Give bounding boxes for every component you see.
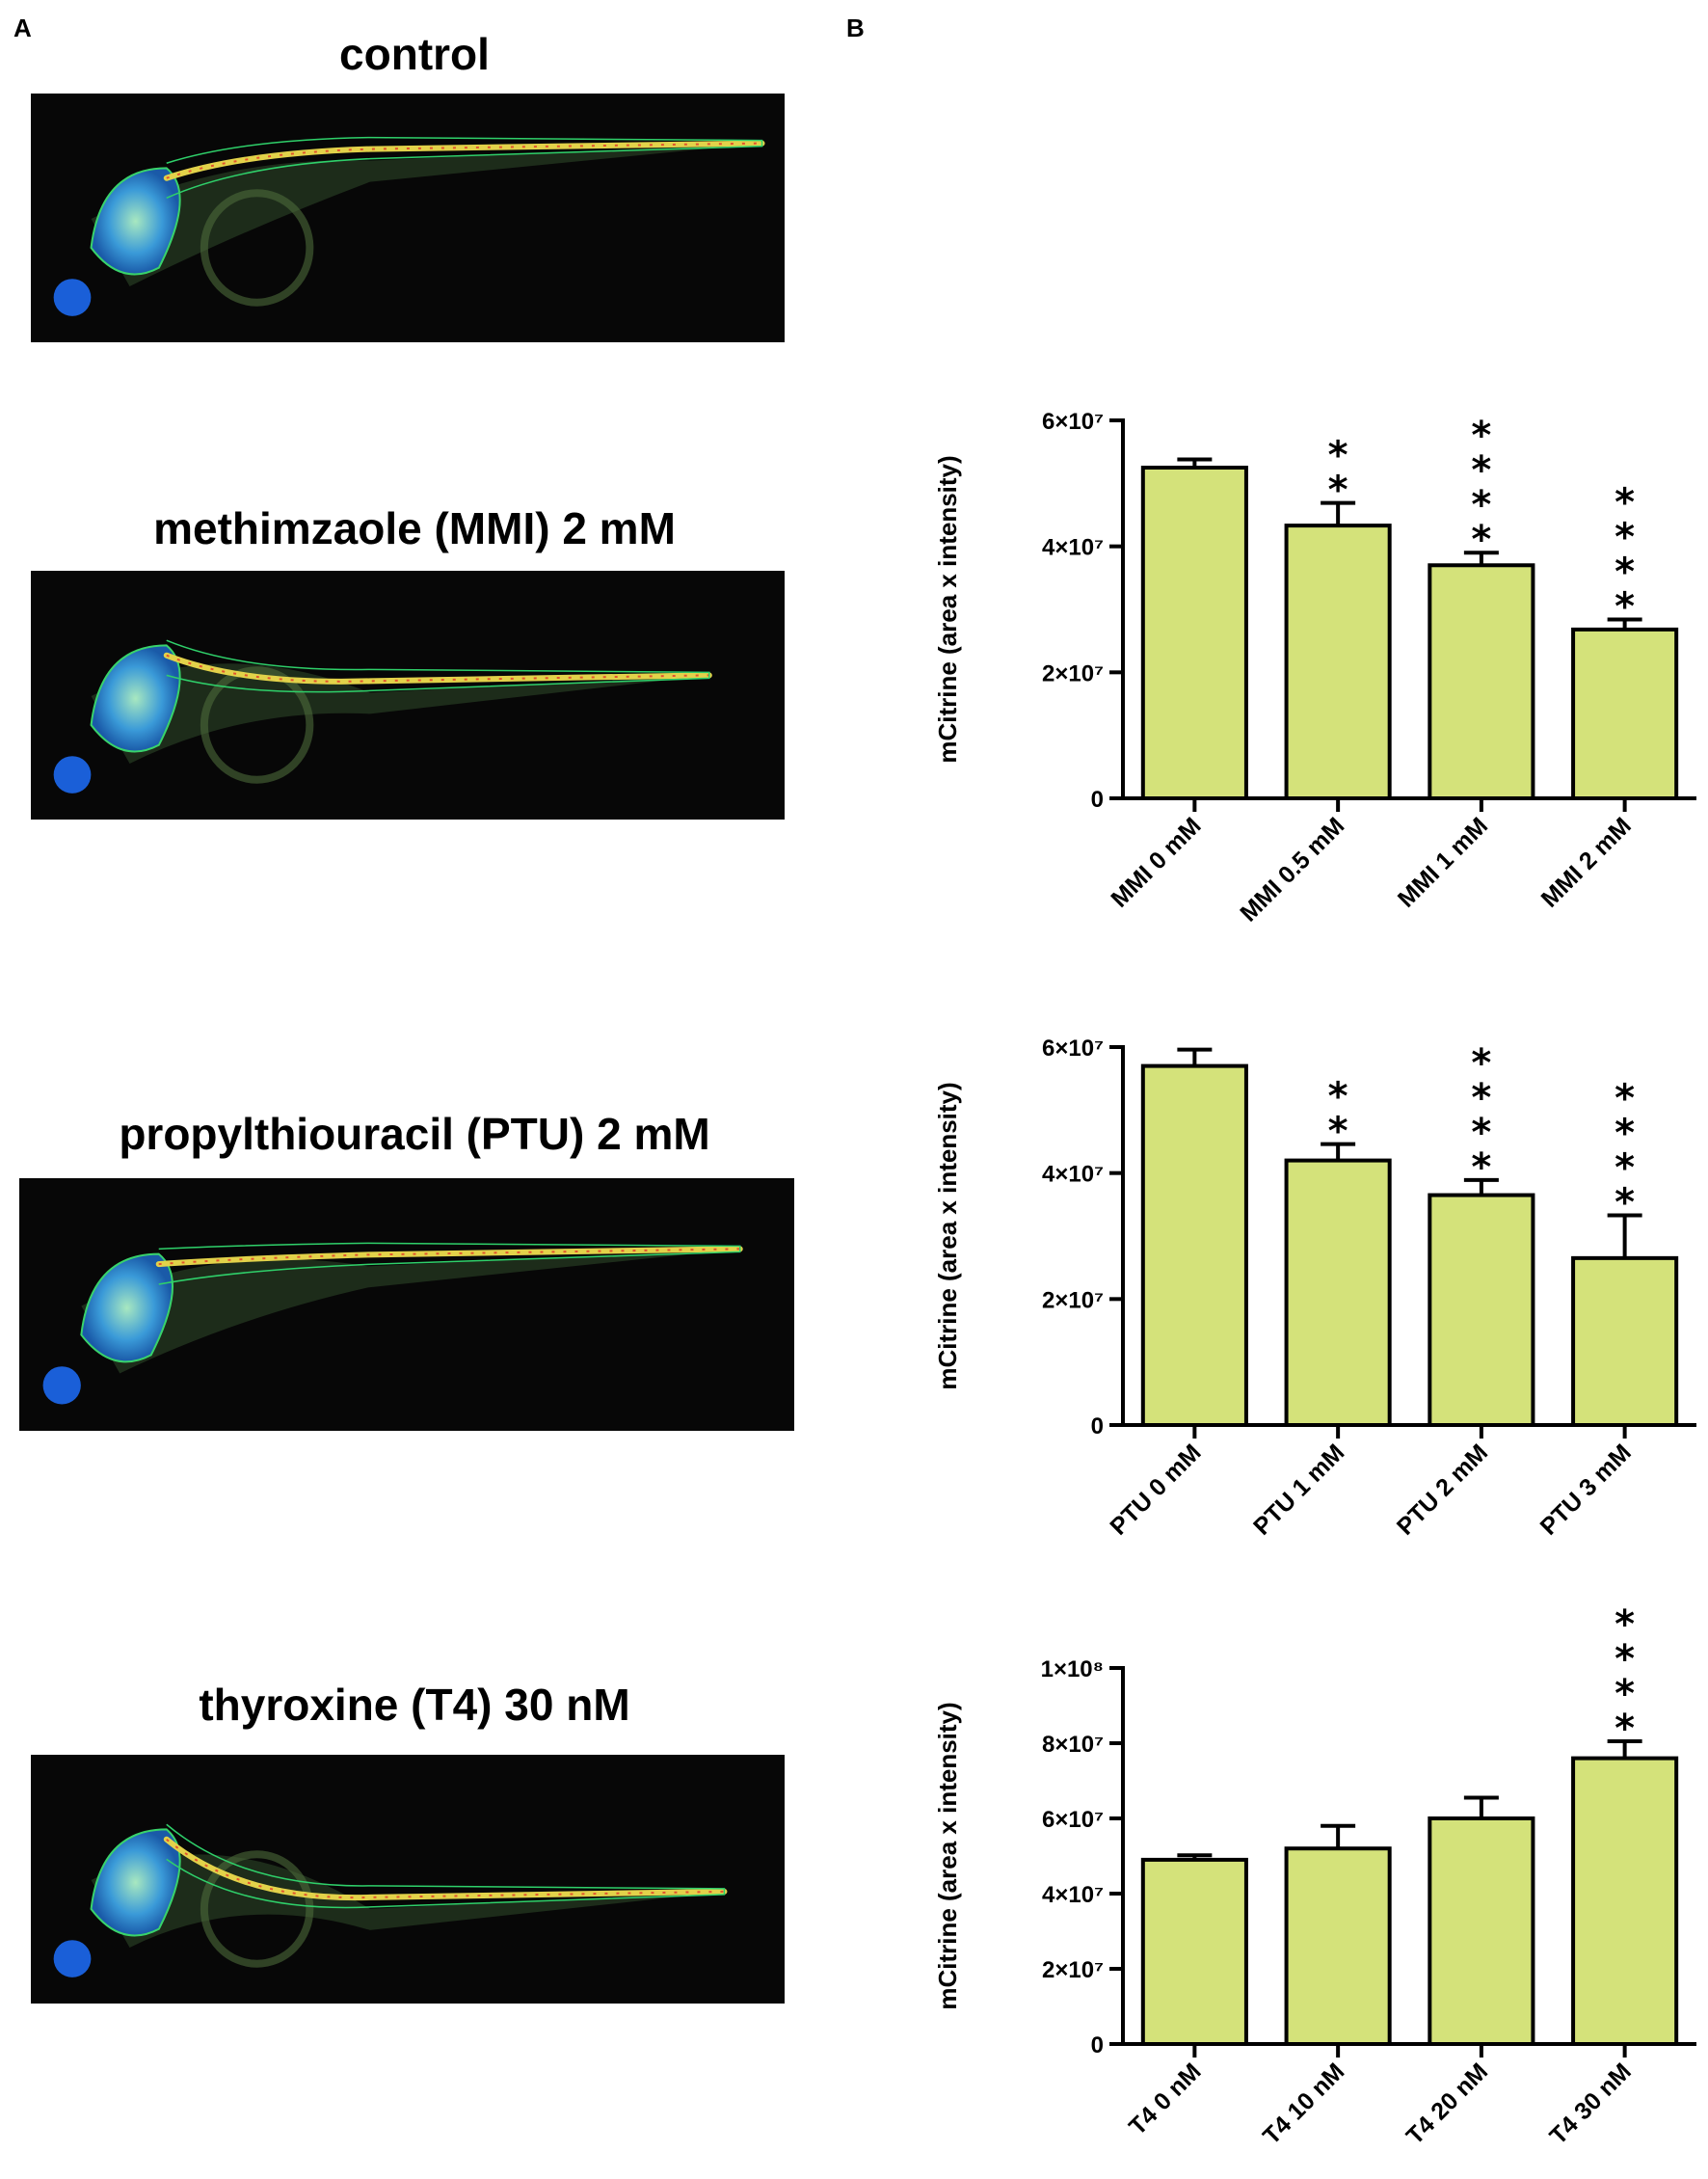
x-tick-label: T4 30 nM <box>1544 2058 1636 2149</box>
bar <box>1428 563 1535 800</box>
bar <box>1284 1158 1392 1427</box>
significance-marker: ** <box>1328 1075 1348 1154</box>
y-tick-label: 4×10⁷ <box>1042 535 1104 561</box>
significance-star: * <box>1471 518 1491 562</box>
y-tick-label: 4×10⁷ <box>1042 1162 1104 1188</box>
fish-image-ptu <box>19 1178 794 1431</box>
fish-drawing <box>42 1242 743 1405</box>
x-tick-label: PTU 1 mM <box>1248 1439 1349 1540</box>
image-title-t4: thyroxine (T4) 30 nM <box>199 1680 630 1730</box>
bar <box>1140 1857 1248 2046</box>
significance-star: * <box>1471 1111 1491 1155</box>
fish-image-mmi <box>31 571 785 820</box>
image-title-ptu: propylthiouracil (PTU) 2 mM <box>119 1109 710 1159</box>
bar <box>1140 1063 1248 1427</box>
significance-star: * <box>1615 1602 1635 1647</box>
fish-image-t4 <box>31 1755 785 2004</box>
y-axis-label: mCitrine (area x intensity) <box>933 1082 962 1389</box>
fish-image-control <box>31 94 785 342</box>
y-tick-label: 2×10⁷ <box>1042 1287 1104 1313</box>
x-tick-label: T4 20 nM <box>1401 2058 1493 2149</box>
significance-star: * <box>1615 480 1635 525</box>
significance-marker: **** <box>1615 1076 1635 1224</box>
significance-star: * <box>1615 1707 1635 1751</box>
x-tick-label: MMI 2 mM <box>1536 812 1637 912</box>
bar-chart-mmi: mCitrine (area x intensity) 0 2×10⁷ 4×10⁷ 6×… <box>925 386 1708 983</box>
y-tick-label: 6×10⁷ <box>1042 409 1104 435</box>
y-axis-label: mCitrine (area x intensity) <box>933 455 962 763</box>
x-tick-label: PTU 2 mM <box>1392 1439 1493 1540</box>
fish-drawing <box>53 639 712 794</box>
significance-star: * <box>1471 1076 1491 1120</box>
x-tick-label: T4 0 nM <box>1124 2058 1207 2140</box>
chart-svg: mCitrine (area x intensity) 0 2×10⁷ 4×10⁷ 6×… <box>933 1036 1696 1541</box>
y-tick-label: 2×10⁷ <box>1042 1957 1104 1983</box>
y-tick-label: 2×10⁷ <box>1042 660 1104 686</box>
x-tick-label: PTU 3 mM <box>1535 1439 1637 1540</box>
y-tick-label: 6×10⁷ <box>1042 1807 1104 1833</box>
bar <box>1571 1756 1679 2046</box>
x-tick-label: MMI 0 mM <box>1106 812 1206 912</box>
panel-a-letter: A <box>13 13 32 42</box>
significance-marker: **** <box>1471 1041 1491 1190</box>
x-tick-label: MMI 0.5 mM <box>1235 812 1349 927</box>
x-tick-label: T4 10 nM <box>1258 2058 1349 2149</box>
bar-chart-ptu: mCitrine (area x intensity) 0 2×10⁷ 4×10⁷ 6×… <box>925 1012 1708 1610</box>
y-tick-label: 1×10⁸ <box>1041 1656 1104 1682</box>
significance-star: * <box>1615 584 1635 629</box>
significance-star: * <box>1615 1637 1635 1681</box>
significance-marker: **** <box>1471 414 1491 562</box>
y-tick-label: 8×10⁷ <box>1042 1732 1104 1758</box>
y-tick-label: 0 <box>1091 787 1104 813</box>
significance-star: * <box>1328 1110 1348 1154</box>
significance-star: * <box>1615 1145 1635 1190</box>
fish-drawing <box>53 136 765 316</box>
significance-star: * <box>1615 1672 1635 1716</box>
y-axis-label: mCitrine (area x intensity) <box>933 1702 962 2009</box>
y-tick-label: 6×10⁷ <box>1042 1036 1104 1062</box>
significance-star: * <box>1328 1075 1348 1119</box>
significance-star: * <box>1328 434 1348 478</box>
fish-drawing <box>53 1823 728 1977</box>
chart-svg: mCitrine (area x intensity) 0 2×10⁷ 4×10⁷ 6×… <box>933 409 1696 927</box>
image-title-mmi: methimzaole (MMI) 2 mM <box>153 503 676 553</box>
bar <box>1284 1846 1392 2046</box>
significance-star: * <box>1471 1145 1491 1190</box>
significance-star: * <box>1471 1041 1491 1086</box>
significance-star: * <box>1615 515 1635 559</box>
significance-star: * <box>1471 448 1491 493</box>
image-title-control: control <box>339 29 490 79</box>
bar <box>1571 1255 1679 1427</box>
significance-marker: **** <box>1615 1602 1635 1751</box>
significance-star: * <box>1328 469 1348 513</box>
bar <box>1428 1816 1535 2046</box>
significance-marker: **** <box>1615 480 1635 629</box>
significance-star: * <box>1615 1180 1635 1224</box>
x-tick-label: MMI 1 mM <box>1393 812 1493 912</box>
bar <box>1428 1193 1535 1427</box>
significance-marker: ** <box>1328 434 1348 513</box>
significance-star: * <box>1615 1111 1635 1155</box>
significance-star: * <box>1471 414 1491 458</box>
panel-b-letter: B <box>846 13 865 42</box>
significance-star: * <box>1615 550 1635 594</box>
bar <box>1284 524 1392 801</box>
bar-chart-t4: mCitrine (area x intensity) 0 2×10⁷ 4×10⁷ 6×… <box>925 1602 1708 2179</box>
x-tick-label: PTU 0 mM <box>1105 1439 1206 1540</box>
y-tick-label: 0 <box>1091 2032 1104 2058</box>
chart-svg: mCitrine (area x intensity) 0 2×10⁷ 4×10⁷ 6×… <box>933 1602 1696 2150</box>
significance-star: * <box>1471 483 1491 527</box>
bar <box>1140 466 1248 800</box>
significance-star: * <box>1615 1076 1635 1120</box>
bar <box>1571 627 1679 800</box>
y-tick-label: 0 <box>1091 1413 1104 1439</box>
y-tick-label: 4×10⁷ <box>1042 1882 1104 1908</box>
